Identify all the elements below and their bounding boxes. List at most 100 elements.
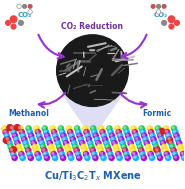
Circle shape [83, 129, 90, 136]
Circle shape [152, 138, 154, 140]
Circle shape [24, 141, 26, 143]
Circle shape [142, 134, 145, 136]
Circle shape [19, 155, 26, 161]
Circle shape [147, 151, 154, 157]
Circle shape [133, 132, 139, 139]
Circle shape [118, 156, 120, 158]
Circle shape [149, 152, 151, 154]
Circle shape [124, 126, 126, 129]
Circle shape [158, 156, 160, 158]
Circle shape [123, 149, 125, 151]
Circle shape [95, 138, 97, 140]
Circle shape [11, 152, 14, 154]
Circle shape [107, 126, 110, 129]
Circle shape [176, 138, 178, 140]
Circle shape [9, 145, 11, 147]
Circle shape [90, 145, 92, 147]
Circle shape [181, 155, 185, 161]
Circle shape [92, 132, 99, 139]
Circle shape [38, 140, 45, 146]
Circle shape [48, 143, 55, 150]
Circle shape [4, 132, 10, 139]
Circle shape [35, 129, 41, 136]
Circle shape [176, 140, 182, 146]
Circle shape [91, 126, 94, 129]
Circle shape [22, 140, 29, 146]
Circle shape [154, 125, 161, 132]
Circle shape [139, 149, 142, 151]
Circle shape [165, 155, 171, 161]
Circle shape [138, 145, 140, 147]
Circle shape [171, 125, 177, 132]
Circle shape [7, 125, 13, 130]
Circle shape [174, 156, 176, 158]
Circle shape [156, 126, 158, 129]
Circle shape [141, 130, 143, 132]
Circle shape [17, 145, 19, 147]
Circle shape [173, 130, 176, 132]
Circle shape [44, 155, 50, 161]
Circle shape [166, 136, 173, 143]
Circle shape [154, 147, 161, 154]
Circle shape [52, 130, 54, 132]
Circle shape [94, 136, 100, 143]
Circle shape [140, 126, 142, 129]
Circle shape [164, 151, 170, 157]
Circle shape [55, 138, 57, 140]
Text: CO₂: CO₂ [17, 12, 32, 18]
Circle shape [32, 143, 38, 150]
Circle shape [148, 129, 154, 136]
Circle shape [102, 136, 108, 143]
Circle shape [83, 126, 85, 129]
Circle shape [116, 152, 119, 154]
Circle shape [179, 145, 181, 147]
Circle shape [9, 125, 16, 132]
Circle shape [92, 152, 95, 154]
Circle shape [88, 143, 95, 150]
Circle shape [63, 140, 69, 146]
Circle shape [44, 132, 51, 139]
Circle shape [18, 151, 25, 157]
Circle shape [49, 147, 56, 154]
Circle shape [177, 141, 179, 143]
Circle shape [164, 149, 166, 151]
Circle shape [6, 20, 10, 25]
Circle shape [95, 140, 102, 146]
Circle shape [145, 143, 152, 150]
Circle shape [172, 129, 179, 136]
Circle shape [122, 145, 124, 147]
Circle shape [85, 156, 88, 158]
Circle shape [149, 155, 155, 161]
Circle shape [56, 141, 58, 143]
Circle shape [99, 149, 101, 151]
Circle shape [18, 149, 21, 151]
Circle shape [63, 138, 65, 140]
Circle shape [92, 130, 95, 132]
Circle shape [77, 156, 80, 158]
Circle shape [45, 136, 52, 143]
Circle shape [13, 156, 15, 158]
Circle shape [170, 145, 173, 147]
Circle shape [151, 4, 155, 9]
Circle shape [127, 140, 134, 146]
Circle shape [21, 134, 23, 136]
Circle shape [72, 141, 75, 143]
Circle shape [56, 143, 63, 150]
Circle shape [148, 126, 150, 129]
Circle shape [78, 136, 84, 143]
Circle shape [51, 126, 53, 129]
Circle shape [156, 10, 161, 14]
Circle shape [42, 151, 49, 157]
Circle shape [118, 134, 120, 136]
Circle shape [172, 149, 174, 151]
Circle shape [114, 125, 121, 132]
Circle shape [5, 134, 7, 136]
Circle shape [27, 126, 29, 129]
Circle shape [159, 128, 165, 134]
Circle shape [40, 143, 46, 150]
Circle shape [10, 129, 17, 136]
Circle shape [145, 141, 147, 143]
Circle shape [103, 138, 105, 140]
Circle shape [45, 134, 48, 136]
Circle shape [169, 143, 176, 150]
